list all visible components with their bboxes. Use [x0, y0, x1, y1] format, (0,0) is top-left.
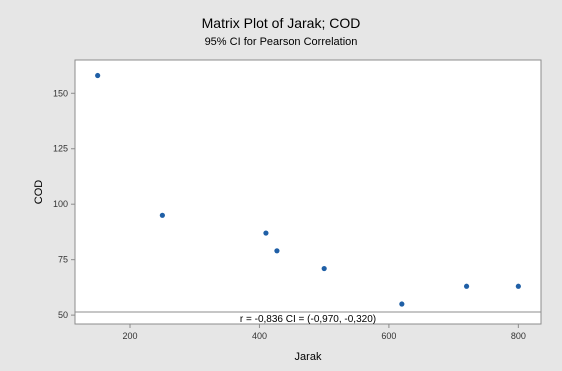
data-point	[263, 230, 269, 236]
x-tick-label: 400	[252, 331, 267, 341]
data-points	[95, 72, 521, 307]
data-point	[274, 248, 280, 254]
y-tick-label: 125	[53, 144, 68, 154]
chart-subtitle: 95% CI for Pearson Correlation	[205, 36, 358, 48]
data-point	[321, 265, 327, 272]
y-tick-label: 50	[58, 310, 68, 320]
chart-title: Matrix Plot of Jarak; COD	[202, 15, 361, 31]
plot-area	[74, 59, 542, 325]
y-axis-label: COD	[33, 180, 45, 205]
correlation-annotation: r = -0,836 CI = (-0,970, -0,320)	[240, 314, 376, 325]
y-tick-label: 150	[53, 88, 68, 98]
x-axis-label: Jarak	[295, 351, 322, 363]
data-point	[159, 212, 165, 218]
x-tick-label: 600	[381, 331, 396, 341]
x-tick-label: 200	[122, 331, 137, 341]
data-point	[463, 283, 470, 289]
x-axis-ticks: 200 400 600 800	[122, 324, 526, 341]
y-tick-label: 100	[53, 199, 68, 209]
data-point	[95, 72, 101, 79]
data-point	[399, 301, 405, 307]
data-point	[515, 283, 521, 289]
y-tick-label: 75	[58, 255, 68, 265]
x-tick-label: 800	[511, 331, 526, 341]
y-axis-ticks: 50 75 100 125 150	[53, 88, 75, 320]
